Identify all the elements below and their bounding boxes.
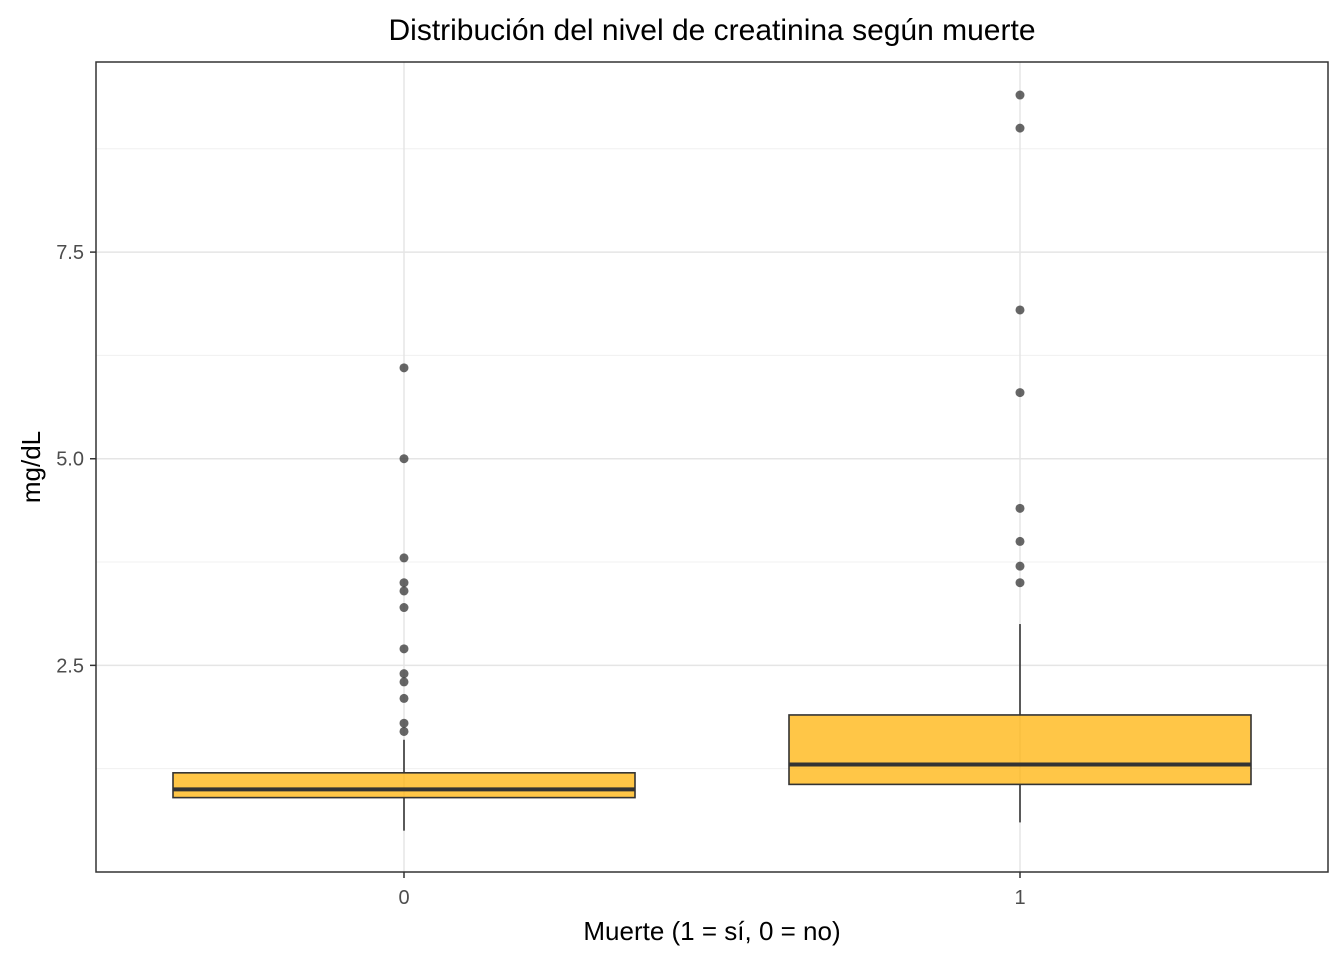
outlier-point <box>1015 561 1025 571</box>
outlier-point <box>1015 578 1025 588</box>
boxes-layer <box>172 90 1252 831</box>
box-group-1 <box>788 90 1252 823</box>
outlier-point <box>399 693 409 703</box>
outlier-point <box>1015 536 1025 546</box>
outlier-point <box>399 363 409 373</box>
y-tick-label: 2.5 <box>56 655 84 677</box>
chart-title: Distribución del nivel de creatinina seg… <box>388 14 1035 47</box>
outlier-point <box>399 553 409 563</box>
x-tick-label: 0 <box>398 887 409 909</box>
outlier-point <box>399 603 409 613</box>
outlier-point <box>399 644 409 654</box>
outlier-point <box>1015 503 1025 513</box>
y-tick-label: 7.5 <box>56 242 84 264</box>
outlier-point <box>399 578 409 588</box>
outlier-point <box>1015 90 1025 100</box>
box-group-0 <box>172 363 636 831</box>
outlier-point <box>399 718 409 728</box>
y-tick-label: 5.0 <box>56 449 84 471</box>
box-iqr <box>788 714 1252 786</box>
outlier-point <box>1015 123 1025 133</box>
outlier-point <box>399 726 409 736</box>
plot-panel-border <box>95 61 1329 873</box>
outlier-point <box>399 677 409 687</box>
outlier-point <box>1015 305 1025 315</box>
outlier-point <box>399 669 409 679</box>
grid-lines <box>96 62 1328 872</box>
outlier-point <box>1015 388 1025 398</box>
box-iqr <box>172 772 636 799</box>
y-axis-title: mg/dL <box>16 431 46 503</box>
x-axis-title: Muerte (1 = sí, 0 = no) <box>583 916 840 946</box>
x-tick-label: 1 <box>1014 887 1025 909</box>
outlier-point <box>399 586 409 596</box>
y-axis: 2.5 5.0 7.5 <box>56 242 96 677</box>
outlier-point <box>399 454 409 464</box>
